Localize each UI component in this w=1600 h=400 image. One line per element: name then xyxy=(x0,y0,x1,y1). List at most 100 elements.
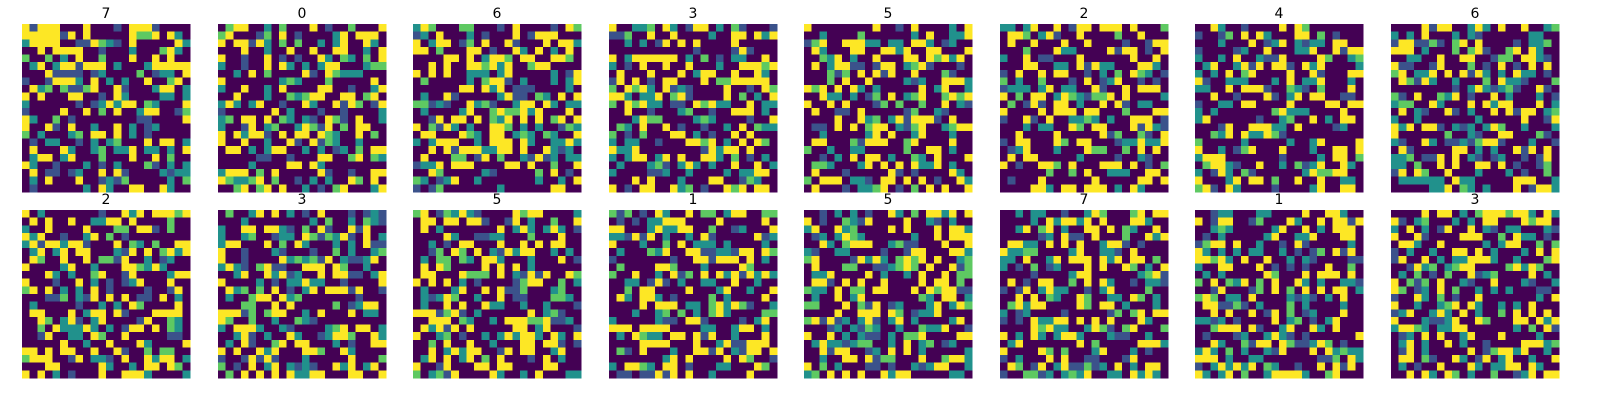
pixel-cell xyxy=(1475,46,1483,55)
pixel-cell xyxy=(121,339,130,348)
pixel-grid xyxy=(413,24,582,193)
pixel-cell xyxy=(1347,92,1356,101)
pixel-cell xyxy=(527,225,536,234)
pixel-cell xyxy=(1436,161,1445,170)
pixel-cell xyxy=(182,115,191,124)
pixel-cell xyxy=(167,62,176,71)
pixel-cell xyxy=(1007,138,1016,147)
pixel-cell xyxy=(1528,24,1537,32)
pixel-cell xyxy=(504,115,513,124)
pixel-cell xyxy=(624,184,633,193)
pixel-cell xyxy=(573,108,582,116)
pixel-cell xyxy=(1355,24,1364,32)
pixel-cell xyxy=(677,146,686,155)
pixel-cell xyxy=(1137,153,1146,162)
pixel-cell xyxy=(685,161,694,170)
pixel-cell xyxy=(167,146,176,155)
pixel-cell xyxy=(271,347,280,356)
pixel-cell xyxy=(880,123,889,132)
pixel-cell xyxy=(52,77,61,86)
pixel-cell xyxy=(286,362,295,371)
pixel-cell xyxy=(804,46,812,55)
pixel-cell xyxy=(121,271,130,280)
pixel-cell xyxy=(332,92,341,101)
pixel-cell xyxy=(309,232,318,241)
pixel-cell xyxy=(542,176,551,185)
pixel-cell xyxy=(294,100,303,109)
pixel-cell xyxy=(895,115,904,124)
pixel-cell xyxy=(535,210,544,218)
pixel-cell xyxy=(355,130,364,139)
pixel-cell xyxy=(355,184,364,193)
pixel-cell xyxy=(842,176,851,185)
pixel-cell xyxy=(29,217,38,226)
pixel-cell xyxy=(1490,62,1499,71)
pixel-cell xyxy=(1413,169,1422,178)
pixel-cell xyxy=(67,130,76,139)
pixel-cell xyxy=(458,92,467,101)
pixel-cell xyxy=(435,130,444,139)
pixel-cell xyxy=(723,123,732,132)
pixel-cell xyxy=(941,77,950,86)
pixel-cell xyxy=(144,217,153,226)
pixel-cell xyxy=(693,169,701,178)
pixel-cell xyxy=(1240,176,1249,185)
pixel-cell xyxy=(849,115,858,124)
pixel-cell xyxy=(435,69,444,78)
pixel-cell xyxy=(1497,24,1506,32)
pixel-cell xyxy=(167,153,176,162)
pixel-cell xyxy=(1391,153,1399,162)
pixel-cell xyxy=(1340,130,1349,139)
pixel-cell xyxy=(1536,54,1545,63)
pixel-cell xyxy=(355,146,364,155)
pixel-cell xyxy=(723,153,732,162)
pixel-cell xyxy=(363,370,372,379)
pixel-cell xyxy=(52,54,61,63)
pixel-cell xyxy=(624,123,633,132)
pixel-cell xyxy=(182,123,191,132)
pixel-cell xyxy=(826,153,835,162)
pixel-cell xyxy=(332,339,341,348)
pixel-cell xyxy=(248,316,257,325)
pixel-cell xyxy=(497,77,505,86)
pixel-cell xyxy=(918,108,927,116)
pixel-cell xyxy=(880,31,889,40)
pixel-cell xyxy=(128,24,137,32)
pixel-cell xyxy=(1301,69,1310,78)
pixel-cell xyxy=(443,62,452,71)
pixel-cell xyxy=(662,39,671,48)
pixel-cell xyxy=(136,339,145,348)
pixel-cell xyxy=(67,54,76,63)
pixel-cell xyxy=(174,115,183,124)
pixel-cell xyxy=(1497,54,1506,63)
pixel-cell xyxy=(83,332,92,341)
pixel-cell xyxy=(174,77,183,86)
pixel-cell xyxy=(1106,169,1115,178)
pixel-cell xyxy=(248,225,257,234)
pixel-cell xyxy=(1202,146,1211,155)
pixel-cell xyxy=(1271,92,1280,101)
pixel-cell xyxy=(542,108,551,116)
pixel-cell xyxy=(151,85,160,94)
pixel-cell xyxy=(1068,100,1077,109)
pixel-cell xyxy=(451,248,460,257)
pixel-cell xyxy=(182,210,191,218)
pixel-cell xyxy=(1444,85,1453,94)
pixel-cell xyxy=(1543,146,1552,155)
pixel-cell xyxy=(1225,54,1234,63)
pixel-cell xyxy=(29,271,38,280)
pixel-cell xyxy=(167,362,176,371)
pixel-cell xyxy=(263,100,272,109)
pixel-cell xyxy=(174,263,183,272)
pixel-cell xyxy=(1152,54,1161,63)
pixel-cell xyxy=(1543,169,1552,178)
pixel-cell xyxy=(1233,92,1242,101)
pixel-cell xyxy=(1317,108,1326,116)
pixel-cell xyxy=(317,62,326,71)
pixel-cell xyxy=(1543,62,1552,71)
pixel-cell xyxy=(639,130,648,139)
pixel-cell xyxy=(60,248,69,257)
pixel-cell xyxy=(302,115,310,124)
pixel-cell xyxy=(761,123,770,132)
pixel-cell xyxy=(1091,138,1100,147)
